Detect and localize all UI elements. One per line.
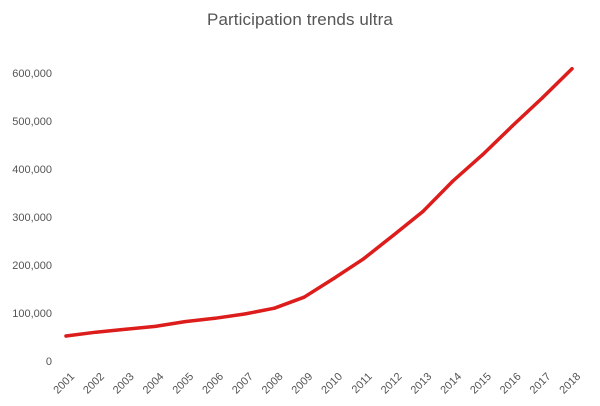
data-point (183, 320, 187, 324)
x-tick-label: 2015 (468, 371, 494, 397)
data-point (213, 316, 217, 320)
x-tick-label: 2017 (528, 371, 554, 397)
y-tick-label: 300,000 (12, 212, 52, 224)
series-layer (64, 66, 574, 338)
y-tick-label: 500,000 (12, 116, 52, 128)
data-point (123, 327, 128, 331)
x-tick-label: 2007 (230, 371, 256, 397)
x-tick-label: 2010 (319, 371, 345, 397)
x-tick-label: 2014 (438, 371, 464, 397)
x-tick-label: 2011 (350, 371, 375, 396)
series-line (64, 66, 574, 338)
x-tick-label: 2008 (260, 371, 286, 397)
data-point (481, 153, 485, 157)
data-point (94, 330, 98, 334)
x-tick-label: 2003 (111, 371, 137, 397)
data-point (540, 96, 544, 100)
y-tick-label: 100,000 (12, 308, 52, 320)
data-point (272, 306, 276, 310)
y-tick-label: 600,000 (12, 68, 52, 80)
x-tick-label: 2001 (51, 371, 77, 397)
y-axis: 0 100,000 200,000 300,000 400,000 500,000 600,… (12, 68, 52, 368)
y-tick-label: 0 (46, 356, 52, 368)
data-point (391, 233, 396, 237)
y-tick-label: 400,000 (12, 164, 52, 176)
x-tick-label: 2006 (200, 371, 226, 397)
x-tick-label: 2009 (290, 371, 316, 397)
data-point (510, 124, 515, 128)
x-tick-label: 2012 (379, 371, 405, 397)
y-tick-label: 200,000 (12, 260, 52, 272)
x-axis: 2001 2002 2003 2004 2005 2006 2007 2008 2009 2010… (51, 371, 583, 397)
data-point (242, 312, 247, 316)
x-tick-label: 2002 (81, 371, 107, 397)
x-tick-label: 2004 (141, 371, 167, 397)
data-point (362, 257, 366, 261)
data-point (64, 334, 68, 338)
data-point (332, 276, 336, 281)
data-point (451, 179, 455, 183)
x-tick-label: 2018 (557, 371, 583, 397)
data-point (421, 209, 425, 213)
data-point (153, 324, 157, 329)
data-point (302, 295, 306, 299)
data-point (570, 67, 574, 71)
chart-title: Participation trends ultra (207, 10, 393, 29)
x-tick-label: 2016 (498, 371, 524, 397)
x-tick-label: 2005 (170, 371, 196, 397)
x-tick-label: 2013 (409, 371, 435, 397)
